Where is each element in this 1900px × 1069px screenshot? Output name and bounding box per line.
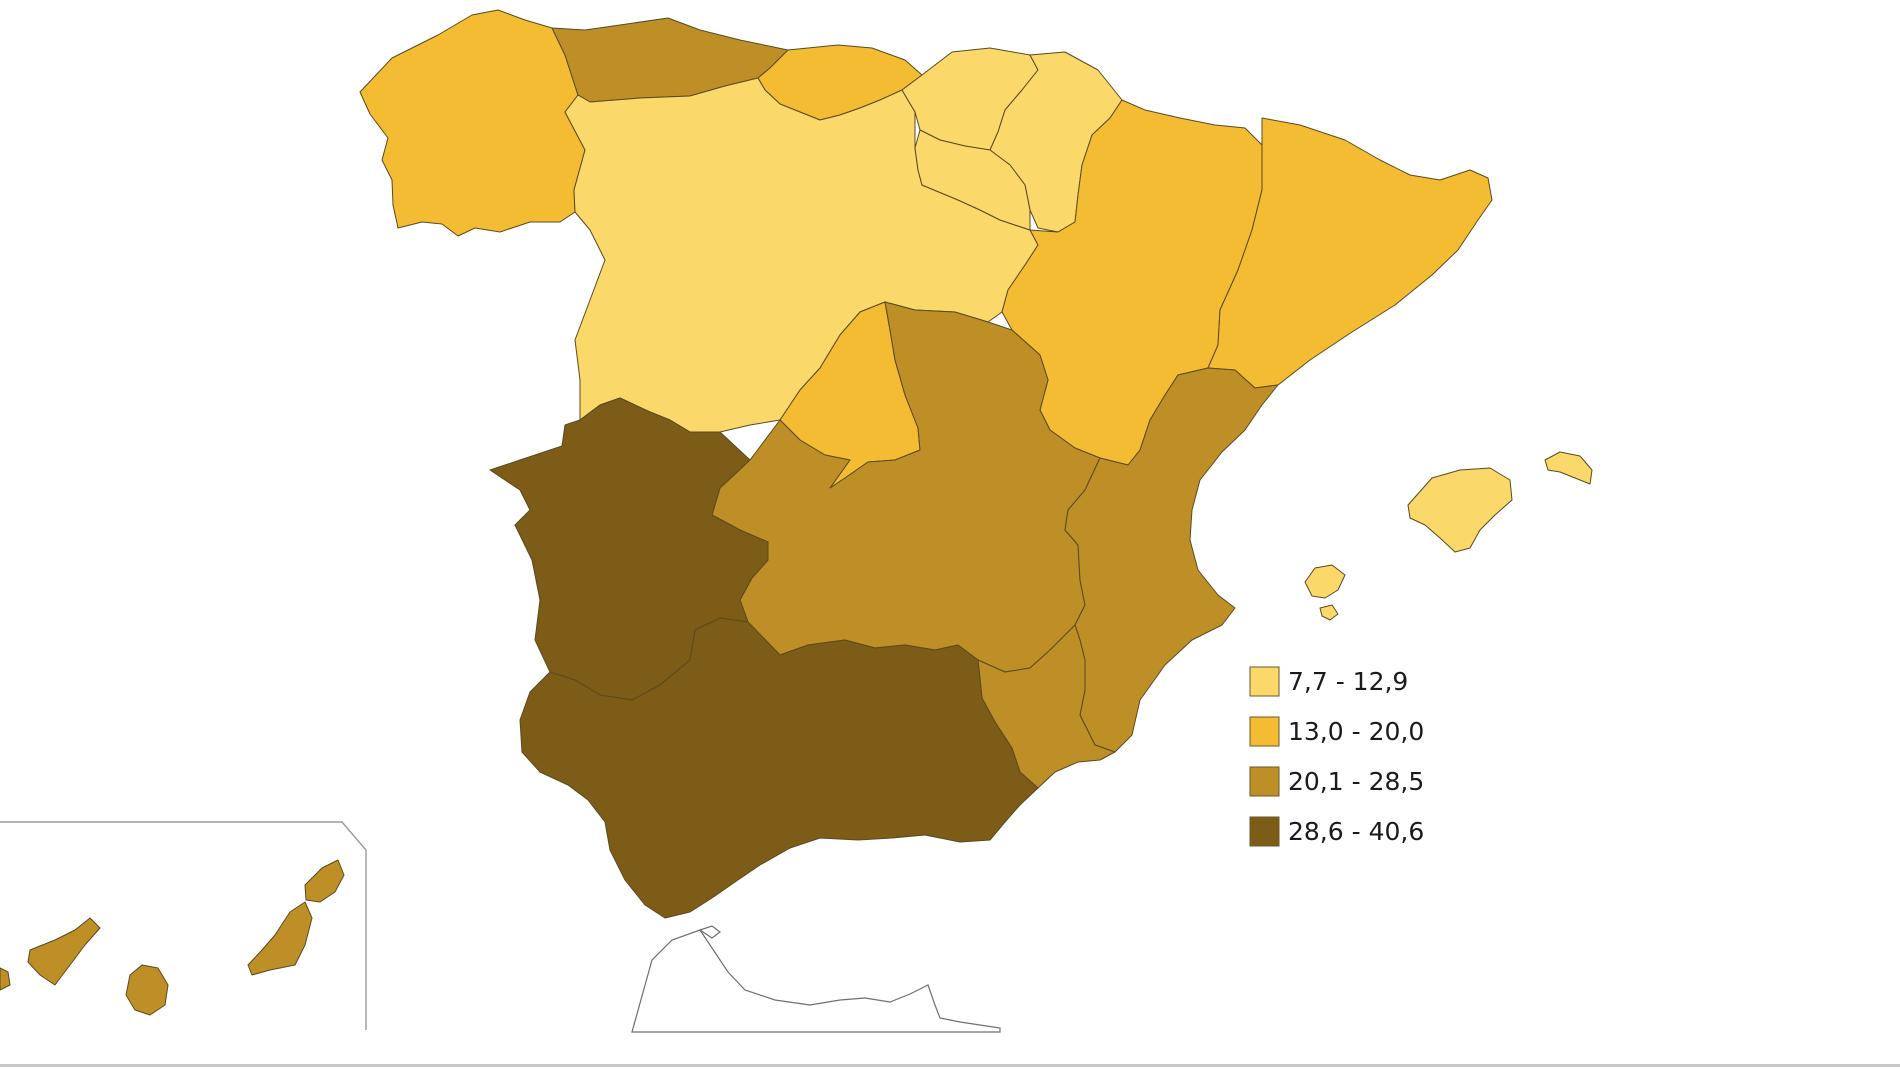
region-galicia[interactable]: [359, 9, 586, 237]
legend-label-3: 20,1 - 28,5: [1288, 767, 1424, 796]
legend-label-4: 28,6 - 40,6: [1288, 817, 1424, 846]
legend-label-2: 13,0 - 20,0: [1288, 717, 1424, 746]
region-canarias-fuerteventura[interactable]: [247, 901, 313, 976]
bottom-divider: [0, 1064, 1900, 1067]
legend-swatch-3: [1249, 766, 1280, 797]
region-canarias-lanzarote[interactable]: [304, 859, 345, 903]
region-ibiza[interactable]: [1304, 564, 1346, 599]
region-canarias-gran-canaria[interactable]: [125, 964, 169, 1016]
legend-label-1: 7,7 - 12,9: [1288, 667, 1408, 696]
region-cataluna[interactable]: [1207, 117, 1493, 389]
legend-swatch-1: [1249, 666, 1280, 697]
legend-swatch-2: [1249, 716, 1280, 747]
canary-inset-frame: [0, 821, 367, 1030]
region-menorca[interactable]: [1544, 451, 1593, 485]
region-canarias-tenerife[interactable]: [27, 917, 101, 986]
ceuta-outline: [698, 925, 721, 939]
legend-item-3: 20,1 - 28,5: [1249, 766, 1424, 797]
legend: 7,7 - 12,9 13,0 - 20,0 20,1 - 28,5 28,6 …: [1249, 666, 1424, 847]
region-mallorca[interactable]: [1407, 467, 1513, 553]
legend-item-4: 28,6 - 40,6: [1249, 816, 1424, 847]
legend-swatch-4: [1249, 816, 1280, 847]
legend-item-2: 13,0 - 20,0: [1249, 716, 1424, 747]
region-formentera[interactable]: [1319, 604, 1339, 621]
north-africa-coast: [631, 929, 1001, 1033]
legend-item-1: 7,7 - 12,9: [1249, 666, 1408, 697]
region-comunidad-valenciana[interactable]: [1064, 367, 1279, 753]
region-canarias-la-gomera[interactable]: [0, 967, 11, 991]
region-andalucia[interactable]: [519, 617, 1039, 919]
